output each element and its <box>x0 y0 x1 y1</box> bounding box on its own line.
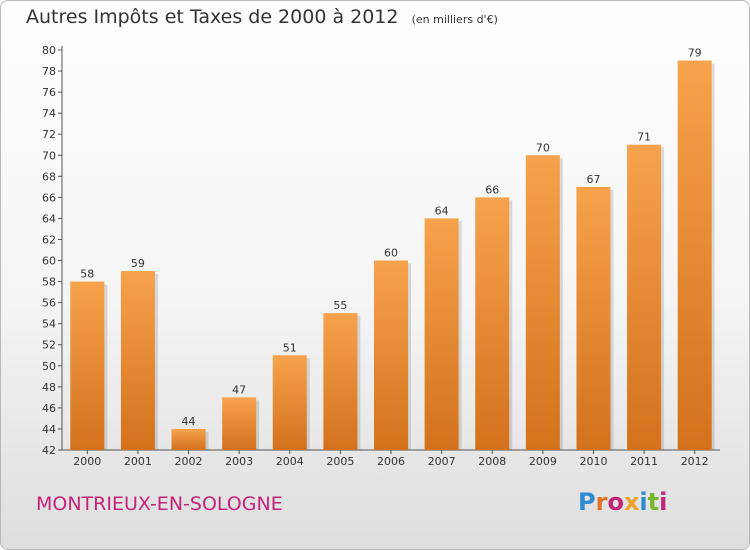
value-label: 44 <box>182 415 196 428</box>
value-label: 64 <box>435 204 449 217</box>
bar-2010 <box>576 186 611 450</box>
bar-2006 <box>374 260 408 450</box>
bar-2012 <box>677 60 712 451</box>
x-tick-label: 2001 <box>124 455 152 468</box>
x-tick-label: 2008 <box>478 455 506 468</box>
bar-2008 <box>475 197 510 450</box>
logo-letter: i <box>639 488 648 516</box>
y-tick-label: 80 <box>42 44 56 57</box>
bar-2011 <box>627 144 662 450</box>
bar-2005 <box>323 313 358 450</box>
value-label: 51 <box>283 341 297 354</box>
y-tick-label: 48 <box>42 381 56 394</box>
value-label: 47 <box>232 383 246 396</box>
chart-title: Autres Impôts et Taxes de 2000 à 2012 <box>26 6 399 28</box>
chart-subtitle: (en milliers d'€) <box>411 13 498 26</box>
x-tick-label: 2010 <box>579 455 607 468</box>
value-label: 67 <box>586 173 600 186</box>
value-label: 59 <box>131 257 145 270</box>
bar-2004 <box>272 355 307 450</box>
logo-letter: t <box>647 488 660 516</box>
bar-2003 <box>222 397 257 450</box>
y-tick-label: 50 <box>42 360 56 373</box>
logo-letter: o <box>607 488 624 516</box>
y-tick-label: 62 <box>42 233 56 246</box>
y-tick-label: 58 <box>42 276 56 289</box>
y-tick-label: 70 <box>42 149 56 162</box>
x-tick-label: 2006 <box>377 455 405 468</box>
y-tick-label: 52 <box>42 339 56 352</box>
value-label: 66 <box>485 183 499 196</box>
x-tick-label: 2011 <box>630 455 658 468</box>
x-tick-label: 2009 <box>529 455 557 468</box>
y-tick-label: 46 <box>42 402 56 415</box>
commune-name: MONTRIEUX-EN-SOLOGNE <box>36 493 283 515</box>
x-tick-label: 2002 <box>175 455 203 468</box>
proxiti-logo[interactable]: Proxiti <box>578 488 667 516</box>
bar-2002 <box>171 428 206 450</box>
y-tick-label: 66 <box>42 191 56 204</box>
bar-2009 <box>525 155 560 450</box>
logo-letter: r <box>595 488 608 516</box>
bar-2000 <box>70 281 105 450</box>
logo-letter: P <box>578 488 596 516</box>
y-tick-label: 78 <box>42 65 56 78</box>
value-label: 55 <box>333 299 347 312</box>
value-label: 70 <box>536 141 550 154</box>
y-tick-label: 56 <box>42 297 56 310</box>
logo-letter: i <box>659 488 668 516</box>
x-tick-label: 2000 <box>73 455 101 468</box>
bar-2001 <box>120 271 155 450</box>
y-tick-label: 54 <box>42 318 56 331</box>
x-tick-label: 2005 <box>326 455 354 468</box>
y-tick-label: 72 <box>42 128 56 141</box>
y-tick-label: 44 <box>42 423 56 436</box>
x-tick-label: 2012 <box>681 455 709 468</box>
y-tick-label: 76 <box>42 86 56 99</box>
value-label: 71 <box>637 131 651 144</box>
y-tick-label: 68 <box>42 170 56 183</box>
y-tick-label: 74 <box>42 107 56 120</box>
value-label: 60 <box>384 247 398 260</box>
value-label: 79 <box>688 47 702 60</box>
x-tick-label: 2007 <box>428 455 456 468</box>
chart-header: Autres Impôts et Taxes de 2000 à 2012 (e… <box>26 6 498 28</box>
y-tick-label: 60 <box>42 255 56 268</box>
x-tick-label: 2003 <box>225 455 253 468</box>
x-tick-label: 2004 <box>276 455 304 468</box>
value-label: 58 <box>80 268 94 281</box>
y-tick-label: 42 <box>42 444 56 457</box>
bar-2007 <box>424 218 459 450</box>
logo-letter: x <box>623 488 640 516</box>
y-tick-label: 64 <box>42 212 56 225</box>
